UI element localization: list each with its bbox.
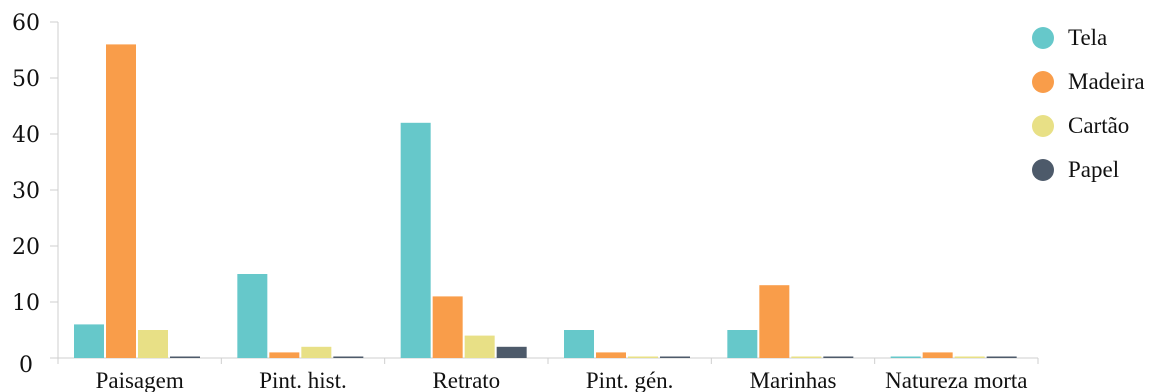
x-tick-label: Pint. gén.: [586, 368, 674, 392]
x-tick-label: Retrato: [432, 368, 500, 392]
y-tick-label: 0: [19, 353, 33, 378]
axis-labels: 0 10 20 30 40 50 60 Paisagem Pint. hist. Retrato P…: [12, 11, 1028, 392]
bar-papel-3: [660, 356, 690, 358]
bar-tela-2: [400, 122, 431, 358]
y-tick-label: 20: [12, 235, 40, 260]
legend-item-cartão: Cartão: [1032, 104, 1145, 148]
bar-tela-1: [237, 274, 268, 358]
y-tick-label: 40: [12, 123, 40, 148]
x-tick-label: Marinhas: [750, 368, 837, 392]
legend: Tela Madeira Cartão Papel: [1032, 16, 1145, 192]
bar-tela-4: [727, 330, 758, 358]
bar-cartão-1: [301, 346, 332, 358]
bar-cartão-4: [791, 356, 822, 358]
bar-cartão-2: [464, 335, 495, 358]
bar-papel-4: [823, 356, 854, 358]
legend-swatch: [1032, 115, 1054, 137]
bar-tela-3: [564, 330, 594, 358]
legend-label: Cartão: [1068, 113, 1130, 138]
y-tick-label: 60: [12, 11, 40, 36]
axes: [50, 21, 1039, 364]
bar-tela-0: [74, 324, 104, 358]
y-tick-label: 30: [12, 179, 40, 204]
bar-cartão-5: [954, 356, 985, 358]
legend-item-tela: Tela: [1032, 16, 1145, 60]
bar-madeira-4: [759, 285, 790, 358]
x-tick-label: Natureza morta: [885, 368, 1027, 392]
x-tick-label: Pint. hist.: [259, 368, 347, 392]
bar-papel-2: [496, 346, 527, 358]
y-tick-label: 10: [12, 291, 40, 316]
bars: [74, 44, 1017, 359]
bar-madeira-3: [596, 352, 626, 358]
legend-item-madeira: Madeira: [1032, 60, 1145, 104]
legend-label: Papel: [1068, 157, 1120, 182]
bar-papel-5: [986, 356, 1017, 358]
legend-swatch: [1032, 71, 1054, 93]
legend-label: Madeira: [1068, 69, 1145, 94]
y-tick-label: 50: [12, 67, 40, 92]
bar-madeira-0: [106, 44, 136, 359]
bar-cartão-3: [628, 356, 658, 358]
bar-cartão-0: [138, 330, 168, 358]
bar-papel-0: [170, 356, 200, 358]
bar-madeira-2: [432, 296, 463, 358]
bar-papel-1: [333, 356, 364, 358]
legend-label: Tela: [1068, 25, 1108, 50]
legend-item-papel: Papel: [1032, 148, 1145, 192]
bar-madeira-5: [922, 352, 953, 358]
x-tick-label: Paisagem: [96, 368, 184, 392]
legend-swatch: [1032, 159, 1054, 181]
bar-madeira-1: [269, 352, 300, 358]
legend-swatch: [1032, 27, 1054, 49]
bar-tela-5: [890, 356, 921, 358]
